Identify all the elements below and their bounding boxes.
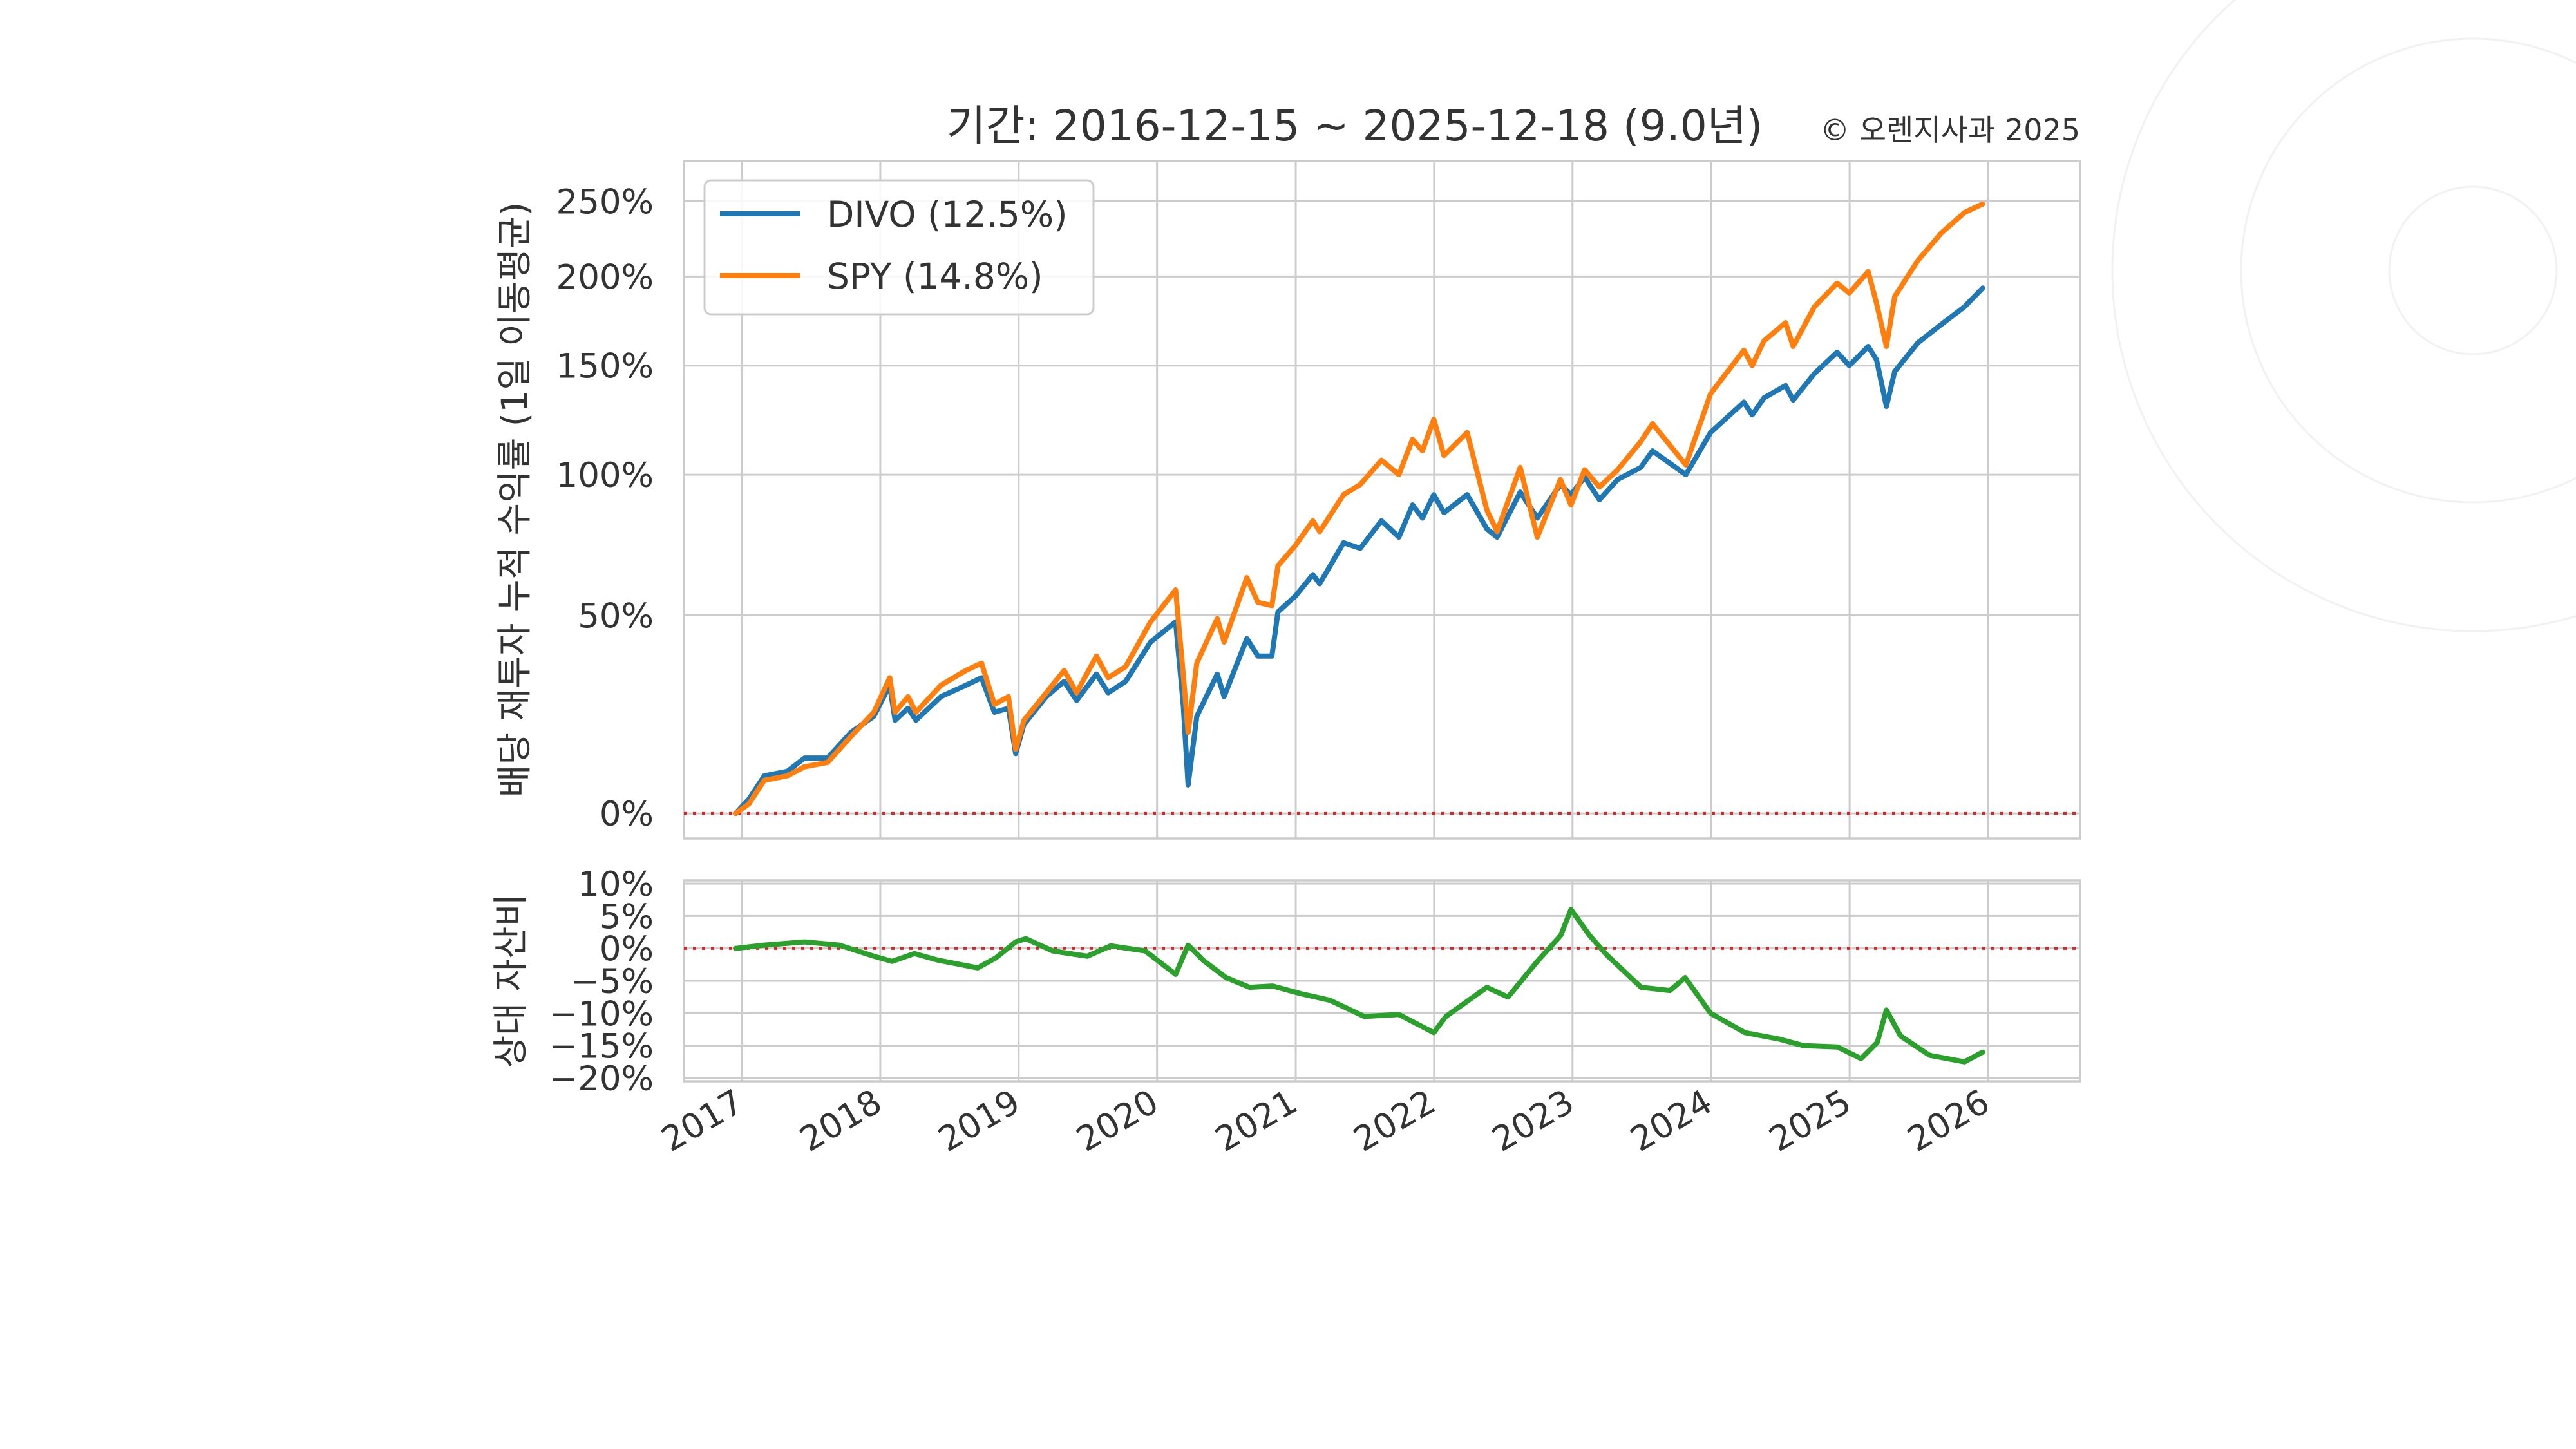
x-tick-label: 2020 — [1070, 1082, 1165, 1159]
x-tick-label: 2023 — [1486, 1082, 1580, 1159]
relative-y-axis-label: 상대 자산비 — [490, 894, 531, 1068]
relative-y-tick-label: 10% — [578, 865, 654, 904]
relative-ratio-line — [733, 907, 1985, 1065]
cumulative-series — [733, 201, 1985, 817]
legend-label-spy: SPY (14.8%) — [827, 256, 1043, 297]
relative-y-tick-label: 0% — [600, 930, 654, 969]
cumulative-y-tick-label: 0% — [600, 795, 654, 834]
legend: DIVO (12.5%) SPY (14.8%) — [703, 179, 1095, 316]
x-tick-label: 2019 — [932, 1082, 1027, 1159]
x-tick-label: 2025 — [1763, 1082, 1857, 1159]
spy-line — [733, 201, 1985, 817]
x-tick-label: 2021 — [1209, 1082, 1303, 1159]
x-tick-label: 2017 — [655, 1082, 750, 1159]
relative-y-tick-label: −20% — [549, 1059, 654, 1099]
relative-ratio-panel: 10%5%0%−5%−10%−15%−20% 상대 자산비 — [490, 865, 2081, 1099]
divo-line — [733, 285, 1985, 817]
relative-y-tick-label: −5% — [571, 962, 654, 1001]
x-axis-tick-labels: 2017 2018 2019 2020 2021 2022 2023 2024 2025 2026 — [655, 1082, 1996, 1159]
chart-credit: © 오렌지사과 2025 — [1820, 113, 2080, 147]
x-tick-label: 2018 — [793, 1082, 888, 1159]
cumulative-y-tick-label: 150% — [556, 347, 654, 386]
relative-y-tick-label: −10% — [549, 994, 654, 1034]
cumulative-y-axis-label: 배당 재투자 누적 수익률 (1일 이동평균) — [494, 202, 535, 797]
legend-label-divo: DIVO (12.5%) — [827, 194, 1068, 235]
background-decoration — [2111, 0, 2576, 632]
cumulative-y-tick-label: 200% — [556, 258, 654, 297]
cumulative-y-tick-label: 100% — [556, 456, 654, 495]
cumulative-return-panel: 0% 50% 100% 150% 200% 250% 배당 재투자 누적 수익률 (1일 … — [494, 160, 2081, 840]
x-tick-label: 2026 — [1901, 1082, 1996, 1159]
chart-title: 기간: 2016-12-15 ~ 2025-12-18 (9.0년) — [947, 101, 1763, 151]
relative-y-tick-labels: 10%5%0%−5%−10%−15%−20% — [549, 865, 654, 1099]
cumulative-y-tick-label: 50% — [578, 596, 654, 636]
relative-y-tick-label: 5% — [600, 897, 654, 936]
x-tick-label: 2022 — [1347, 1082, 1442, 1159]
x-tick-label: 2024 — [1624, 1082, 1719, 1159]
cumulative-y-tick-labels: 0% 50% 100% 150% 200% 250% — [556, 182, 654, 834]
legend-box — [703, 179, 1095, 316]
cumulative-y-tick-label: 250% — [556, 182, 654, 222]
relative-y-tick-label: −15% — [549, 1027, 654, 1066]
relative-series — [733, 907, 1985, 1065]
